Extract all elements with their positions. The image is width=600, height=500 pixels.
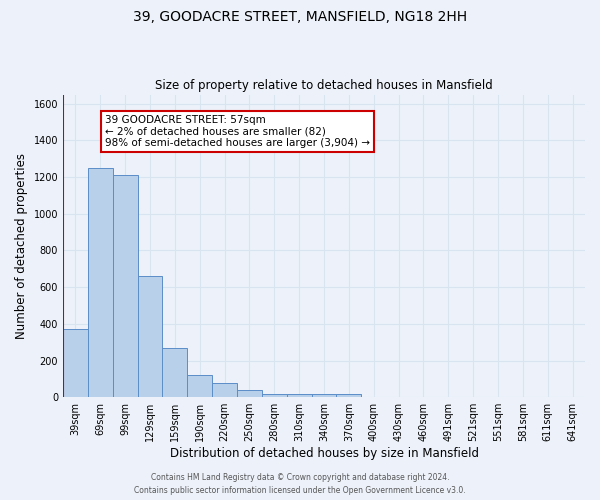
Bar [311, 394, 337, 397]
Bar [262, 394, 287, 397]
Bar [88, 168, 113, 397]
Text: 39 GOODACRE STREET: 57sqm
← 2% of detached houses are smaller (82)
98% of semi-d: 39 GOODACRE STREET: 57sqm ← 2% of detach… [105, 114, 370, 148]
Y-axis label: Number of detached properties: Number of detached properties [15, 153, 28, 339]
Bar [237, 390, 262, 397]
Text: 39, GOODACRE STREET, MANSFIELD, NG18 2HH: 39, GOODACRE STREET, MANSFIELD, NG18 2HH [133, 10, 467, 24]
Bar [163, 348, 187, 397]
Bar [287, 394, 311, 397]
Bar [137, 276, 163, 397]
Title: Size of property relative to detached houses in Mansfield: Size of property relative to detached ho… [155, 79, 493, 92]
Bar [63, 330, 88, 397]
X-axis label: Distribution of detached houses by size in Mansfield: Distribution of detached houses by size … [170, 447, 479, 460]
Bar [187, 375, 212, 397]
Bar [212, 384, 237, 397]
Bar [337, 394, 361, 397]
Bar [113, 176, 137, 397]
Text: Contains HM Land Registry data © Crown copyright and database right 2024.
Contai: Contains HM Land Registry data © Crown c… [134, 474, 466, 495]
